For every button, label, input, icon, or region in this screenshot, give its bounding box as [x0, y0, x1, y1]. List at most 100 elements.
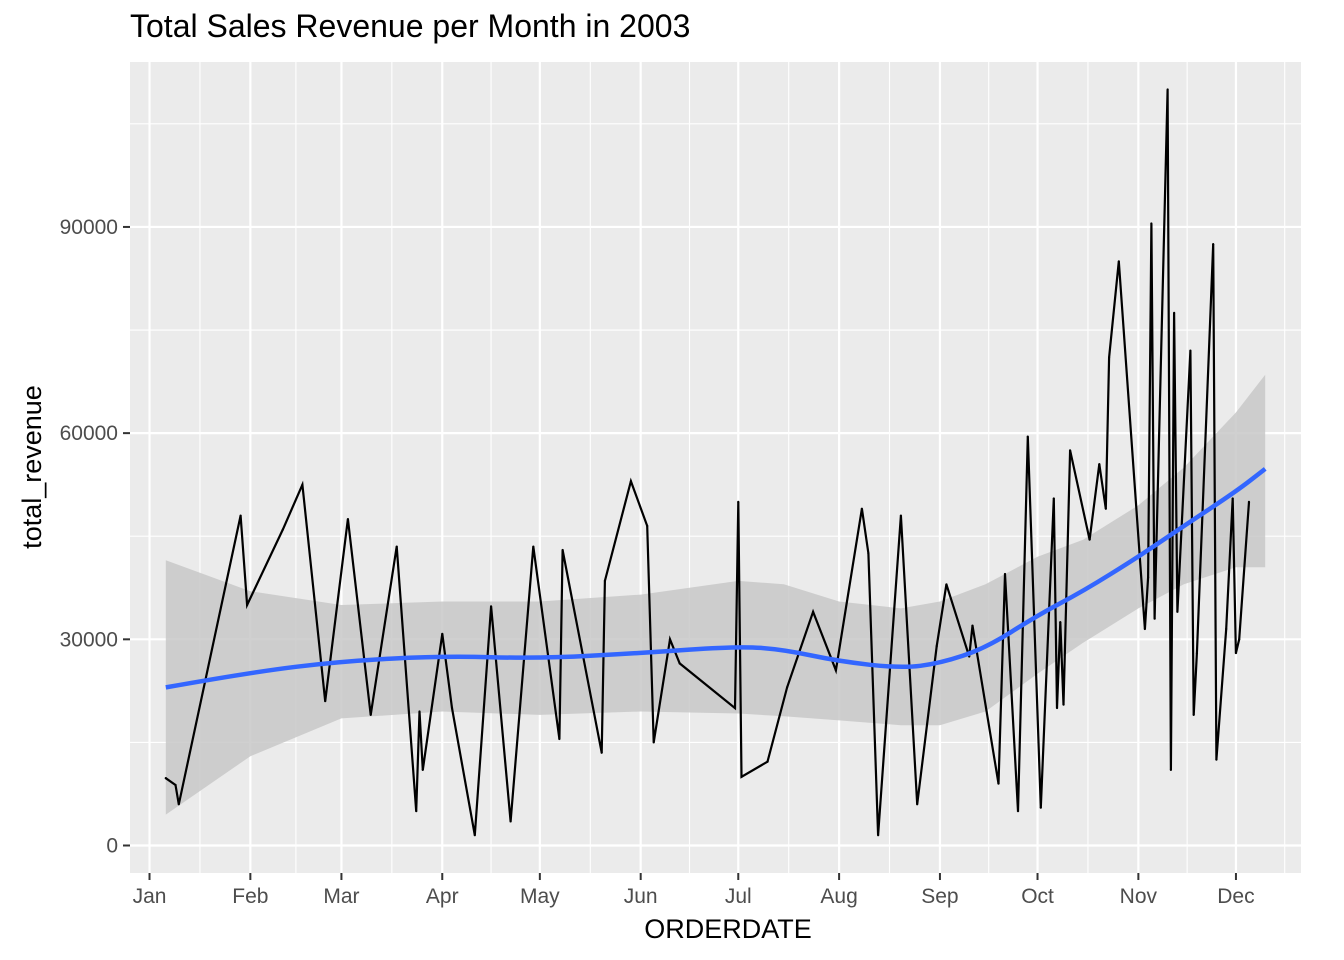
data-point	[558, 737, 561, 741]
data-point	[860, 507, 863, 510]
data-point	[1147, 576, 1150, 579]
data-point	[1003, 572, 1007, 576]
data-point	[1173, 311, 1176, 314]
data-point	[301, 483, 304, 486]
data-point	[1062, 703, 1065, 706]
y-axis-ticks: 0 30000 60000 90000	[60, 216, 130, 858]
data-point	[281, 528, 284, 531]
data-point	[1192, 713, 1195, 717]
data-point	[177, 803, 180, 806]
data-point	[1169, 768, 1172, 772]
smooth-trend-line	[165, 467, 1267, 690]
data-point	[737, 500, 740, 503]
x-tick-label: Feb	[232, 885, 268, 908]
data-point	[1195, 651, 1199, 655]
data-point	[1225, 627, 1228, 631]
y-tick-label: 30000	[60, 628, 118, 651]
data-point	[489, 605, 493, 608]
data-point	[324, 700, 327, 703]
data-point	[668, 638, 672, 641]
x-tick-label: May	[520, 885, 560, 908]
data-point	[646, 524, 649, 528]
confidence-band	[165, 374, 1266, 815]
x-tick-label: Sep	[921, 885, 958, 908]
data-point	[603, 579, 607, 583]
data-point	[877, 834, 880, 837]
data-point	[1052, 497, 1055, 500]
data-point	[785, 686, 789, 689]
x-tick-label: Jun	[624, 885, 658, 908]
data-point	[421, 768, 424, 772]
data-point	[532, 545, 535, 548]
data-point	[678, 662, 681, 665]
data-point	[1039, 806, 1042, 809]
data-point	[1143, 627, 1146, 631]
y-tick-label: 60000	[60, 422, 118, 445]
x-tick-label: Jul	[725, 885, 752, 908]
data-point	[346, 517, 350, 521]
data-point	[369, 713, 372, 717]
data-point	[1231, 497, 1234, 500]
data-point	[971, 624, 974, 627]
data-point	[1068, 449, 1072, 452]
y-tick-label: 90000	[60, 216, 118, 239]
data-point	[945, 583, 948, 586]
x-axis-ticks: Jan Feb Mar Apr May Jun Jul Aug Sep Oct Nov Dec	[133, 873, 1255, 908]
data-point	[811, 610, 815, 613]
x-tick-label: Nov	[1120, 885, 1158, 908]
data-point	[1104, 507, 1107, 510]
data-point	[1247, 500, 1251, 503]
y-axis-label: total_revenue	[17, 385, 47, 549]
data-point	[600, 751, 603, 754]
data-point	[935, 645, 938, 648]
data-point	[1212, 243, 1215, 246]
data-point	[899, 514, 903, 517]
data-point	[1166, 88, 1169, 91]
data-point	[239, 514, 242, 517]
data-point	[1176, 610, 1179, 613]
x-tick-label: Jan	[133, 885, 167, 908]
data-point	[629, 480, 633, 483]
data-point	[1107, 356, 1111, 359]
data-point	[733, 706, 737, 710]
data-point	[415, 810, 418, 813]
data-point	[395, 545, 398, 548]
data-point	[164, 777, 167, 780]
x-tick-label: Aug	[820, 885, 857, 908]
data-point	[1098, 462, 1101, 466]
data-point	[174, 783, 177, 787]
data-point	[450, 706, 454, 710]
data-point	[652, 741, 655, 744]
data-point	[997, 782, 1000, 785]
data-point	[916, 803, 919, 806]
y-tick-label: 0	[106, 835, 118, 858]
data-point	[834, 669, 837, 672]
x-axis-label: ORDERDATE	[644, 914, 812, 944]
data-point	[418, 710, 421, 713]
revenue-points	[164, 88, 1251, 837]
data-point	[246, 603, 249, 607]
revenue-line	[165, 89, 1251, 836]
plot-panel	[130, 62, 1301, 873]
data-point	[1153, 617, 1156, 620]
data-point	[509, 820, 512, 823]
chart-title: Total Sales Revenue per Month in 2003	[130, 8, 691, 44]
data-point	[766, 760, 769, 763]
data-point	[1016, 810, 1020, 813]
data-point	[1150, 222, 1153, 225]
data-point	[561, 548, 564, 552]
data-point	[1238, 638, 1241, 641]
data-point	[1059, 621, 1062, 624]
x-tick-label: Dec	[1217, 885, 1254, 908]
data-point	[1117, 260, 1120, 263]
x-tick-label: Oct	[1021, 885, 1054, 908]
data-point	[1026, 435, 1029, 438]
x-tick-label: Apr	[426, 885, 459, 908]
data-point	[473, 834, 476, 837]
data-point	[1088, 538, 1091, 541]
data-point	[740, 775, 743, 778]
data-point	[1234, 651, 1238, 655]
x-tick-label: Mar	[323, 885, 359, 908]
data-point	[1055, 706, 1059, 710]
